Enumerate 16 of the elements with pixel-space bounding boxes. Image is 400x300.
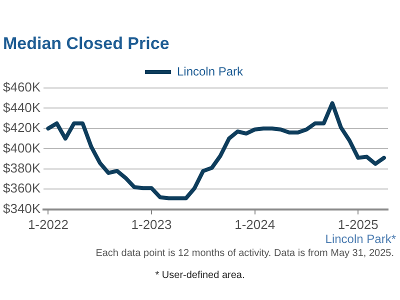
text: Lincoln Park* bbox=[325, 232, 396, 246]
y-tick-label: $400K bbox=[2, 140, 41, 156]
y-tick-label: $340K bbox=[2, 200, 41, 216]
y-tick-label: $440K bbox=[2, 100, 41, 115]
x-tick-label: 1-2024 bbox=[234, 216, 276, 232]
x-tick-label: 1-2022 bbox=[28, 216, 68, 232]
y-tick-label: $360K bbox=[2, 180, 41, 196]
y-tick-label: $420K bbox=[2, 120, 41, 136]
x-tick-label: 1-2023 bbox=[131, 216, 172, 232]
x-tick-label: 1-2025 bbox=[338, 216, 378, 232]
text: * User-defined area. bbox=[154, 270, 246, 281]
chart-title: Median Closed Price bbox=[2, 33, 170, 55]
legend-label: Lincoln Park bbox=[176, 64, 244, 78]
text: Each data point is 12 months of activity. Data is from May 31, 2025. bbox=[96, 248, 394, 259]
y-tick-label: $380K bbox=[2, 160, 41, 176]
y-tick-label: $460K bbox=[2, 80, 41, 95]
